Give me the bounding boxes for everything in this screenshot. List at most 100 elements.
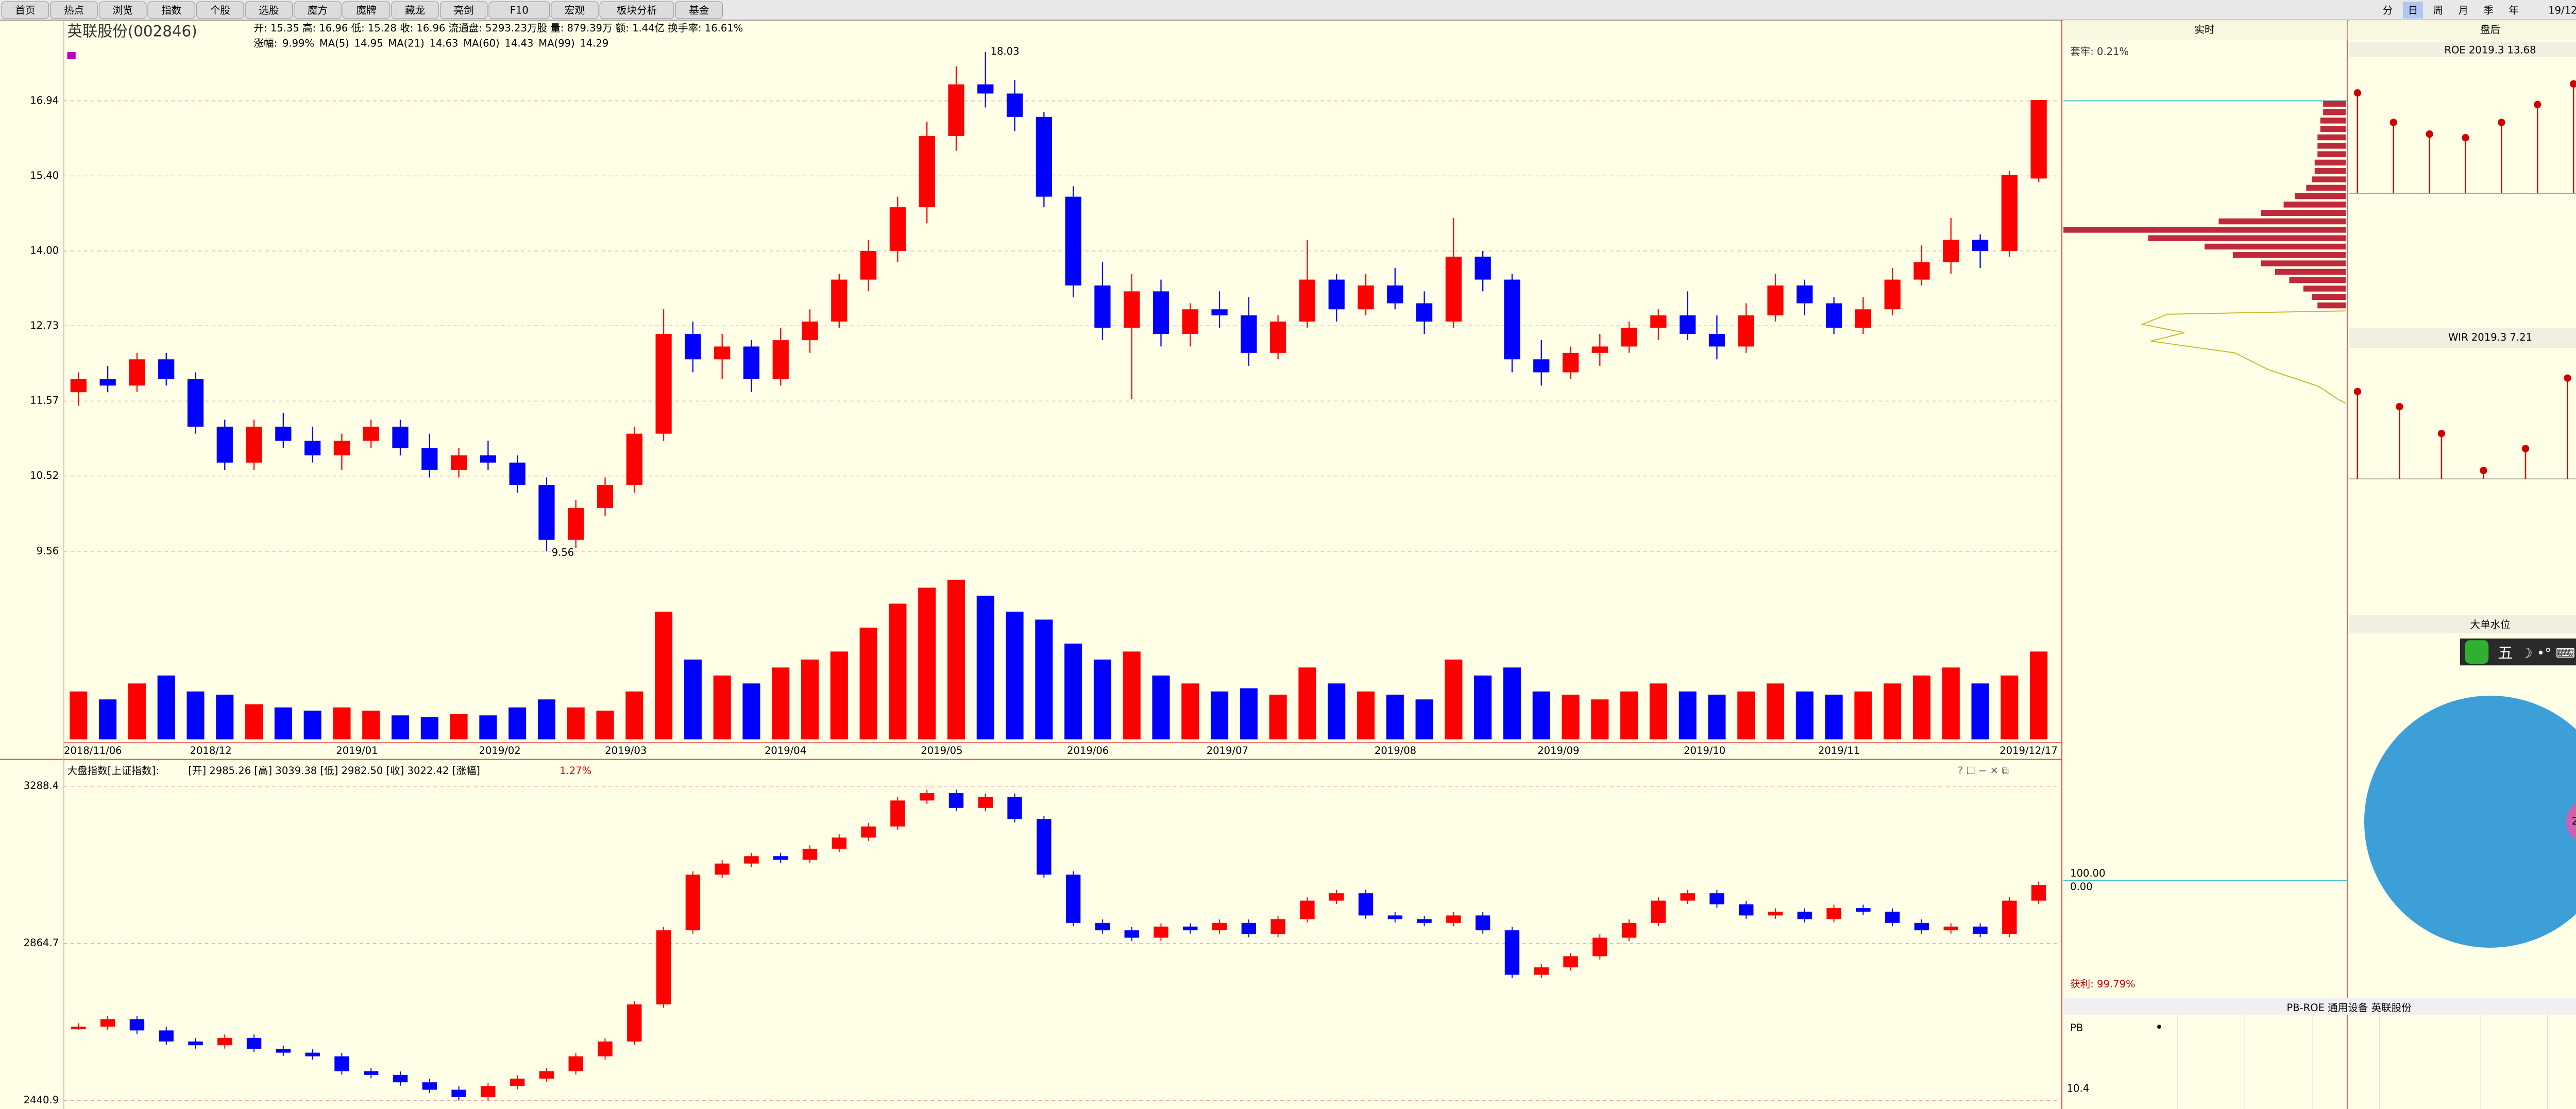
index-candle bbox=[188, 1041, 203, 1046]
menu-tab-label[interactable]: 魔牌 bbox=[356, 5, 376, 16]
index-candle bbox=[1329, 893, 1344, 901]
index-candle bbox=[1300, 900, 1315, 919]
logo[interactable] bbox=[2465, 640, 2489, 664]
menu-tab-label[interactable]: 藏龙 bbox=[405, 5, 425, 16]
candle-body bbox=[1211, 309, 1228, 316]
x-tick-label: 2019/06 bbox=[1067, 745, 1109, 757]
menu-tab-label[interactable]: 宏观 bbox=[565, 5, 585, 16]
pane-controls[interactable]: ? ☐ − ✕ ⧉ bbox=[1958, 765, 2009, 777]
menu-tab-label[interactable]: 指数 bbox=[161, 5, 181, 16]
volume-bar bbox=[1532, 691, 1550, 740]
menu-tab[interactable] bbox=[551, 1, 599, 19]
period[interactable]: 日 bbox=[2408, 5, 2418, 16]
candle-body bbox=[1913, 262, 1930, 280]
panel-header bbox=[2349, 42, 2576, 57]
menu-tab[interactable] bbox=[599, 1, 674, 19]
index-candle bbox=[1387, 915, 1402, 919]
menu-tab[interactable] bbox=[196, 1, 244, 19]
menu-tab[interactable] bbox=[675, 1, 723, 19]
chip-bar bbox=[2306, 184, 2346, 191]
menu-tab-label[interactable]: 热点 bbox=[64, 5, 84, 16]
panel-header bbox=[2349, 327, 2576, 348]
menu-tab[interactable] bbox=[1, 1, 49, 19]
volume-bar bbox=[889, 603, 907, 740]
volume-bar bbox=[420, 717, 438, 740]
menu-tab-label[interactable]: 选股 bbox=[259, 5, 279, 16]
toolbar-label[interactable]: 五 bbox=[2498, 644, 2513, 662]
candle-body bbox=[1621, 327, 1637, 347]
volume-bar bbox=[801, 659, 819, 740]
index-candle bbox=[1709, 893, 1724, 904]
menu-tab[interactable] bbox=[245, 1, 293, 19]
period[interactable]: 周 bbox=[2433, 5, 2444, 16]
menu-tab-label[interactable]: F10 bbox=[510, 5, 529, 16]
menu-tab-label[interactable]: 基金 bbox=[689, 5, 709, 16]
wir-point bbox=[2521, 445, 2530, 452]
volume-bar bbox=[947, 579, 965, 740]
chip-bar bbox=[2317, 151, 2346, 157]
candle-body bbox=[626, 433, 642, 485]
menu-tab-label[interactable]: 板块分析 bbox=[617, 5, 657, 16]
panel-header bbox=[2349, 615, 2576, 634]
candle-body bbox=[948, 84, 964, 137]
index-candle bbox=[685, 875, 701, 931]
volume-bar bbox=[128, 683, 146, 740]
menu-tab-label[interactable]: 魔方 bbox=[308, 5, 328, 16]
candle-body bbox=[655, 333, 672, 434]
menu-tab[interactable] bbox=[439, 1, 488, 19]
index-candle bbox=[568, 1056, 583, 1071]
index-candle bbox=[71, 1027, 86, 1030]
period[interactable]: 季 bbox=[2483, 5, 2494, 16]
menu-tab[interactable] bbox=[50, 1, 98, 19]
period-selected bbox=[2402, 2, 2424, 19]
menu-tab-label[interactable]: 个股 bbox=[210, 5, 230, 16]
index-candle bbox=[364, 1071, 379, 1075]
candle-body bbox=[1065, 196, 1081, 285]
menu-tab[interactable] bbox=[391, 1, 439, 19]
menu-tab-label[interactable]: 亮剑 bbox=[454, 5, 474, 16]
volume-bar bbox=[1971, 683, 1989, 740]
menu-tab-label[interactable]: 浏览 bbox=[113, 5, 133, 16]
menu-tab[interactable] bbox=[147, 1, 195, 19]
index-candle bbox=[861, 826, 876, 838]
volume-bar bbox=[1649, 683, 1667, 740]
menu-tab[interactable] bbox=[342, 1, 391, 19]
y-tick-label: 9.56 bbox=[37, 545, 59, 557]
chip-bar bbox=[2218, 218, 2346, 225]
index-candle bbox=[129, 1019, 145, 1031]
menu-tab[interactable] bbox=[488, 1, 550, 19]
menu-tab[interactable] bbox=[294, 1, 342, 19]
volume-bar bbox=[450, 714, 468, 740]
roe-point bbox=[2389, 119, 2397, 126]
candle-body bbox=[1358, 285, 1374, 310]
menu-tab[interactable] bbox=[98, 1, 147, 19]
y-tick-label: 14.00 bbox=[30, 245, 59, 257]
index-candle bbox=[246, 1037, 262, 1049]
y-tick-label: 10.52 bbox=[30, 469, 59, 481]
index-candle bbox=[1621, 922, 1637, 938]
candle-body bbox=[889, 207, 906, 251]
index-title: 大盘指数[上证指数]: bbox=[67, 765, 159, 777]
menu-tab-label[interactable]: 首页 bbox=[15, 5, 35, 16]
index-candle bbox=[422, 1082, 437, 1090]
period[interactable]: 月 bbox=[2459, 5, 2469, 16]
volume-bar bbox=[1415, 699, 1433, 740]
chip-bar bbox=[2312, 294, 2346, 300]
toolbar-icons[interactable]: ☽ •° ⌨ ♁ ✎ bbox=[2520, 646, 2576, 661]
volume-bar bbox=[274, 707, 292, 740]
indicator: 9.99% bbox=[282, 37, 314, 49]
period[interactable]: 年 bbox=[2509, 5, 2519, 16]
pie-value bbox=[2566, 803, 2576, 840]
index-candle bbox=[305, 1052, 320, 1056]
period[interactable]: 分 bbox=[2383, 5, 2393, 16]
y-tick-label: 15.40 bbox=[30, 170, 59, 181]
candle-body bbox=[1708, 333, 1725, 347]
chip-bar bbox=[2312, 176, 2346, 182]
volume-bar bbox=[1562, 694, 1580, 740]
chip-bar bbox=[2323, 100, 2346, 107]
date[interactable]: 19/12/17 bbox=[2548, 5, 2576, 16]
index-candle bbox=[510, 1079, 525, 1086]
chip-bar bbox=[2275, 268, 2346, 275]
chip-bar bbox=[2320, 117, 2346, 124]
